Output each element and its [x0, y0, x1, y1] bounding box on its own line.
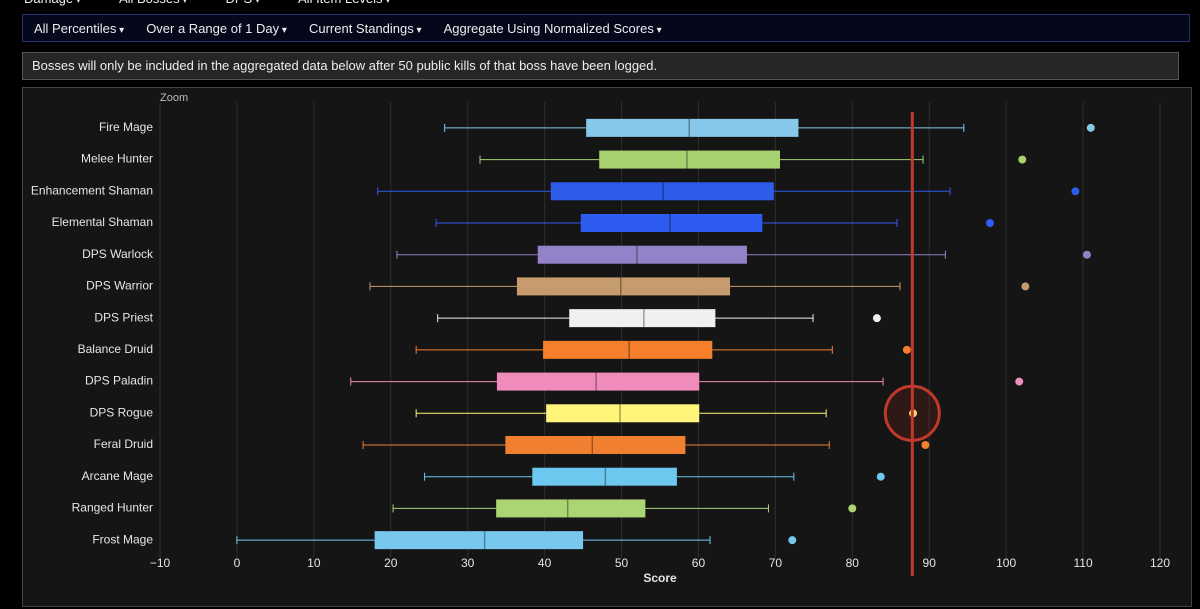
outlier: [986, 219, 994, 227]
menu-item[interactable]: Current Standings: [309, 21, 422, 36]
box: [580, 214, 763, 232]
category-label: Elemental Shaman: [52, 215, 153, 229]
menu-item[interactable]: Damage: [24, 0, 81, 6]
category-label: Melee Hunter: [81, 152, 153, 166]
box: [586, 118, 799, 137]
category-label: DPS Rogue: [90, 405, 154, 419]
box: [546, 404, 700, 423]
box: [374, 531, 584, 550]
box: [496, 499, 646, 518]
category-label: DPS Warlock: [82, 247, 154, 261]
filter-menu: All Percentiles Over a Range of 1 Day Curr…: [22, 14, 1190, 42]
menu-item[interactable]: Aggregate Using Normalized Scores: [444, 21, 662, 36]
category-label: DPS Warrior: [86, 279, 153, 293]
x-tick-label: 100: [996, 556, 1016, 570]
x-tick-label: 110: [1074, 556, 1093, 570]
outlier: [1018, 155, 1027, 164]
zoom-label: Zoom: [160, 92, 188, 104]
box: [550, 182, 774, 201]
x-tick-label: 30: [461, 556, 475, 570]
outlier: [848, 504, 857, 513]
outlier: [1086, 123, 1095, 132]
category-label: Ranged Hunter: [72, 501, 153, 515]
category-label: Fire Mage: [99, 120, 153, 134]
category-label: Enhancement Shaman: [31, 183, 153, 197]
category-label: DPS Priest: [94, 310, 153, 324]
x-tick-label: 50: [615, 556, 629, 570]
category-label: Arcane Mage: [82, 469, 154, 483]
box: [532, 467, 677, 486]
x-tick-label: 70: [769, 556, 783, 570]
box: [599, 150, 780, 169]
notice: Bosses will only be included in the aggr…: [22, 52, 1179, 80]
menu-item[interactable]: Over a Range of 1 Day: [146, 21, 287, 36]
x-tick-label: 90: [923, 556, 937, 570]
menu-item[interactable]: DPS: [225, 0, 260, 6]
outlier: [1082, 250, 1091, 259]
menu-item[interactable]: All Item Levels: [298, 0, 390, 6]
category-label: Feral Druid: [94, 437, 153, 451]
x-axis-title: Score: [643, 571, 677, 585]
x-tick-label: 20: [384, 556, 398, 570]
x-tick-label: 0: [234, 556, 241, 570]
x-tick-label: 80: [846, 556, 860, 570]
x-tick-label: 10: [307, 556, 321, 570]
x-tick-label: 40: [538, 556, 552, 570]
category-label: Frost Mage: [92, 532, 153, 546]
outlier: [876, 472, 885, 481]
outlier: [788, 536, 797, 545]
category-label: Balance Druid: [78, 342, 153, 356]
menu-item[interactable]: All Bosses: [119, 0, 188, 6]
box: [505, 436, 686, 454]
highlight-ring: [883, 384, 941, 442]
x-tick-label: −10: [150, 556, 171, 570]
category-label: DPS Paladin: [85, 374, 153, 388]
outlier: [902, 345, 911, 354]
menu-item[interactable]: All Percentiles: [34, 21, 124, 36]
box: [496, 372, 700, 391]
x-tick-label: 60: [692, 556, 706, 570]
x-tick-label: 120: [1150, 556, 1170, 570]
top-menu: Damage All Bosses DPS All Item Levels: [24, 0, 390, 6]
outlier: [1071, 187, 1080, 196]
box: [569, 309, 716, 328]
box: [516, 277, 730, 296]
outlier: [921, 441, 930, 449]
box: [543, 340, 713, 359]
outlier: [1021, 282, 1030, 291]
box: [537, 245, 747, 264]
outlier: [872, 314, 881, 323]
outlier: [1015, 377, 1024, 386]
